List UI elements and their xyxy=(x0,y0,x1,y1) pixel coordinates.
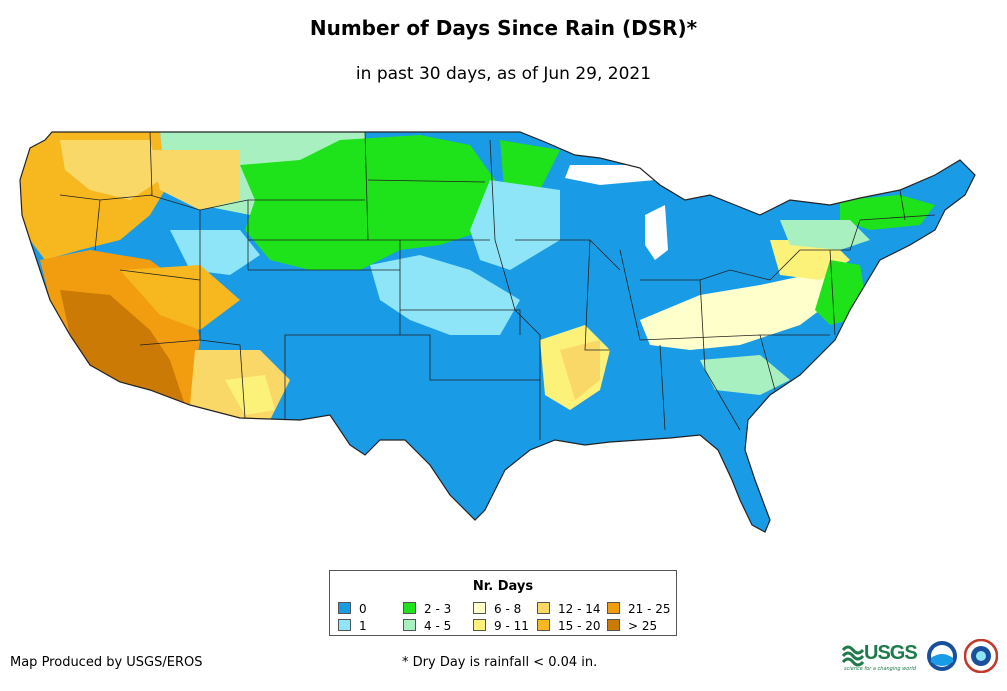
legend-item: 0 xyxy=(338,602,367,615)
legend-title: Nr. Days xyxy=(472,579,534,594)
legend-label: 9 - 11 xyxy=(494,619,529,633)
map-subtitle: in past 30 days, as of Jun 29, 2021 xyxy=(355,64,652,84)
usgs-logo: USGS xyxy=(864,642,918,664)
legend-label: 12 - 14 xyxy=(558,602,601,616)
legend-label: 2 - 3 xyxy=(424,602,452,616)
legend-item: 9 - 11 xyxy=(473,619,529,632)
legend-item: 4 - 5 xyxy=(403,619,451,632)
legend-swatch xyxy=(403,602,416,614)
noaa-logo-icon xyxy=(927,641,957,671)
legend-item: > 25 xyxy=(607,619,657,632)
legend-item: 6 - 8 xyxy=(473,602,521,615)
usgs-wave-icon xyxy=(842,645,864,667)
legend-item: 12 - 14 xyxy=(537,602,601,615)
dry-day-footnote: * Dry Day is rainfall < 0.04 in. xyxy=(402,655,598,670)
legend-swatch xyxy=(607,602,620,614)
legend-swatch xyxy=(403,619,416,631)
legend-swatch xyxy=(473,619,486,631)
state-boundaries xyxy=(59,132,936,440)
us-map xyxy=(19,131,976,533)
legend-item: 2 - 3 xyxy=(403,602,451,615)
legend-swatch xyxy=(537,602,550,614)
legend-label: 0 xyxy=(359,602,367,616)
agency-logos: USGS science for a changing world xyxy=(842,638,1002,678)
legend-item: 15 - 20 xyxy=(537,619,601,632)
legend-label: 4 - 5 xyxy=(424,619,452,633)
legend-swatch xyxy=(607,619,620,631)
legend-swatch xyxy=(338,602,351,614)
legend-swatch xyxy=(537,619,550,631)
legend-label: 15 - 20 xyxy=(558,619,601,633)
legend-item: 1 xyxy=(338,619,367,632)
legend-label: 1 xyxy=(359,619,367,633)
legend: Nr. Days 0 1 2 - 3 4 - 5 6 - 8 9 - 11 12 - 14 1… xyxy=(329,570,677,636)
map-title: Number of Days Since Rain (DSR)* xyxy=(309,16,698,40)
dsr-color-regions xyxy=(20,132,935,420)
legend-item: 21 - 25 xyxy=(607,602,671,615)
map-credit: Map Produced by USGS/EROS xyxy=(10,655,203,670)
nws-logo-icon xyxy=(964,639,998,673)
legend-swatch xyxy=(473,602,486,614)
legend-swatch xyxy=(338,619,351,631)
legend-label: 6 - 8 xyxy=(494,602,522,616)
legend-label: 21 - 25 xyxy=(628,602,671,616)
legend-label: > 25 xyxy=(628,619,658,633)
usgs-tagline: science for a changing world xyxy=(844,666,916,672)
